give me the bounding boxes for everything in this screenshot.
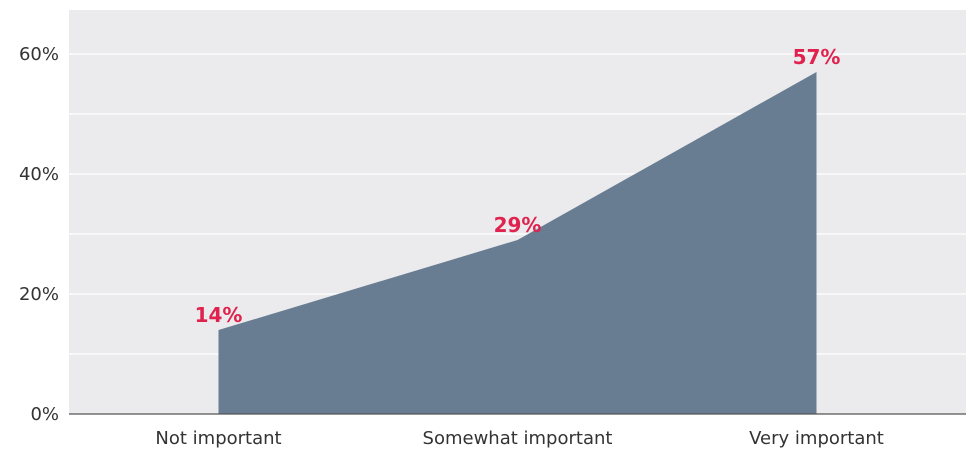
y-tick-label: 60%	[19, 44, 59, 65]
data-label: 14%	[195, 303, 243, 327]
data-labels: 14% 29% 57%	[195, 45, 841, 327]
x-category-label: Somewhat important	[423, 428, 613, 449]
data-label: 57%	[793, 45, 841, 69]
y-tick-label: 0%	[30, 404, 59, 425]
area-series	[218, 72, 817, 414]
y-tick-label: 40%	[19, 164, 59, 185]
y-tick-labels: 0% 20% 40% 60%	[19, 44, 59, 425]
x-category-label: Very important	[749, 428, 884, 449]
x-category-labels: Not important Somewhat important Very impo…	[155, 428, 883, 449]
y-tick-label: 20%	[19, 284, 59, 305]
data-label: 29%	[494, 213, 542, 237]
x-category-label: Not important	[155, 428, 281, 449]
